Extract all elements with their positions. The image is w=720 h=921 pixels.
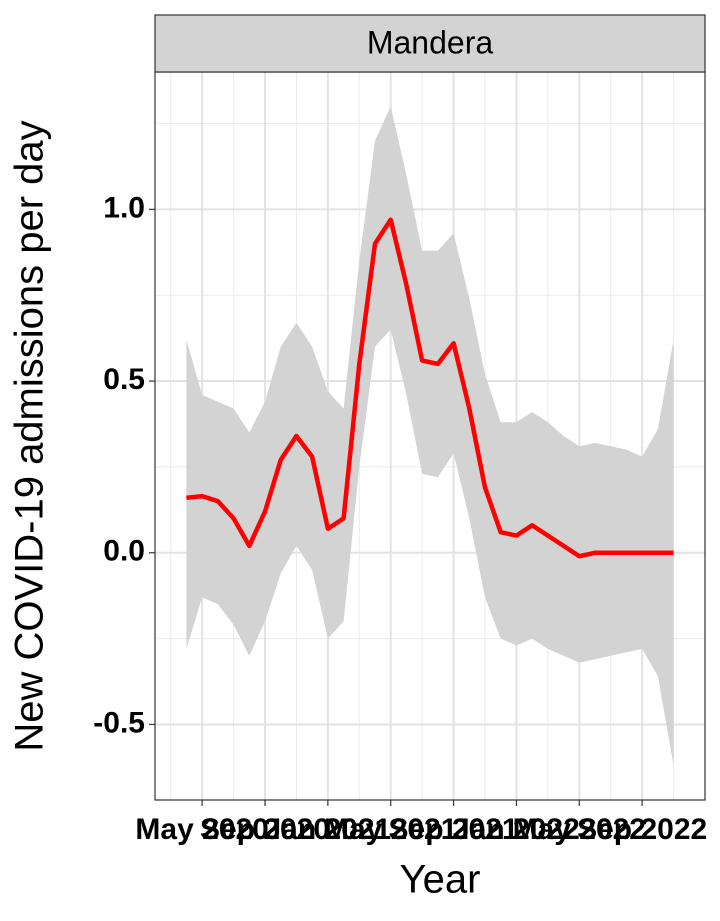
x-tick-label: Sep 2020 bbox=[200, 813, 330, 846]
x-tick-label: Sep 2022 bbox=[577, 813, 707, 846]
y-tick-label: 0.5 bbox=[103, 363, 145, 396]
facet-label: Mandera bbox=[367, 24, 494, 60]
x-tick-label: May 2022 bbox=[513, 813, 646, 846]
x-tick-label: Jan 2021 bbox=[264, 813, 391, 846]
confidence-ribbon bbox=[186, 106, 674, 766]
trend-line bbox=[186, 217, 674, 559]
x-axis-title: Year bbox=[400, 858, 481, 902]
facet-strip bbox=[154, 14, 706, 73]
x-tick-label: May 2021 bbox=[324, 813, 457, 846]
x-tick-label: Sep 2021 bbox=[389, 813, 519, 846]
y-axis-title: New COVID-19 admissions per day bbox=[8, 120, 52, 751]
y-tick-label: 1.0 bbox=[103, 191, 145, 224]
x-tick-label: May 2020 bbox=[135, 813, 268, 846]
y-tick-label: -0.5 bbox=[93, 706, 145, 739]
x-tick-label: Jan 2022 bbox=[453, 813, 580, 846]
y-tick-label: 0.0 bbox=[103, 535, 145, 568]
